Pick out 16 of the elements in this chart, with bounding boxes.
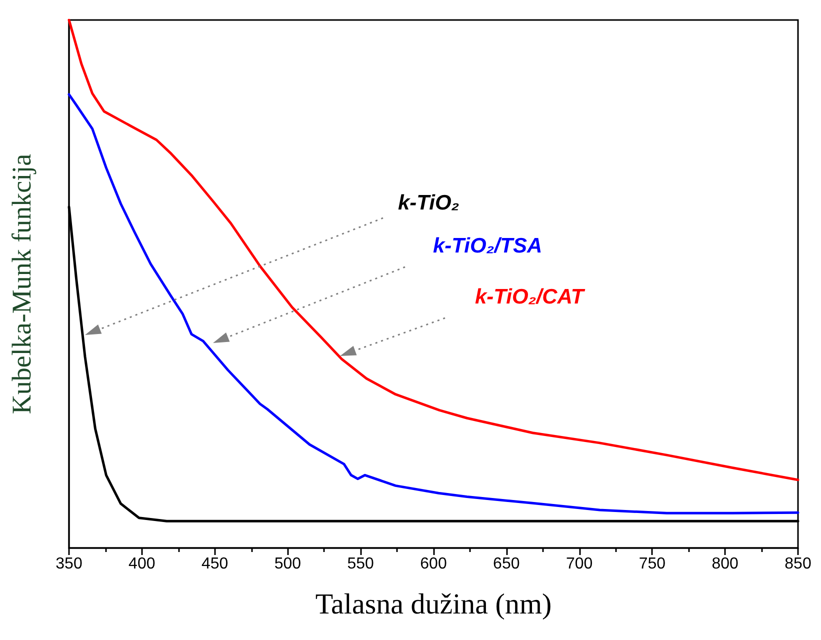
x-tick-label: 700 — [566, 556, 593, 572]
x-tick-label: 450 — [201, 556, 228, 572]
x-tick-label: 750 — [638, 556, 666, 572]
x-tick-label: 650 — [493, 556, 520, 572]
text: k-TiO₂/TSA — [433, 234, 542, 258]
text: k-TiO₂/CAT — [475, 286, 586, 308]
x-tick-label: 350 — [56, 556, 82, 572]
x-tick-label: 800 — [712, 556, 739, 572]
x-tick-label: 600 — [420, 556, 447, 572]
x-tick-label: 500 — [274, 556, 302, 572]
text: k-TiO₂ — [398, 192, 460, 214]
x-tick-label: 550 — [347, 556, 374, 572]
x-tick-label: 400 — [128, 556, 156, 572]
x-axis-title: Talasna dužina (nm) — [315, 588, 552, 620]
y-axis-title: Kubelka-Munk funkcija — [6, 154, 36, 414]
x-tick-label: 850 — [784, 556, 812, 572]
